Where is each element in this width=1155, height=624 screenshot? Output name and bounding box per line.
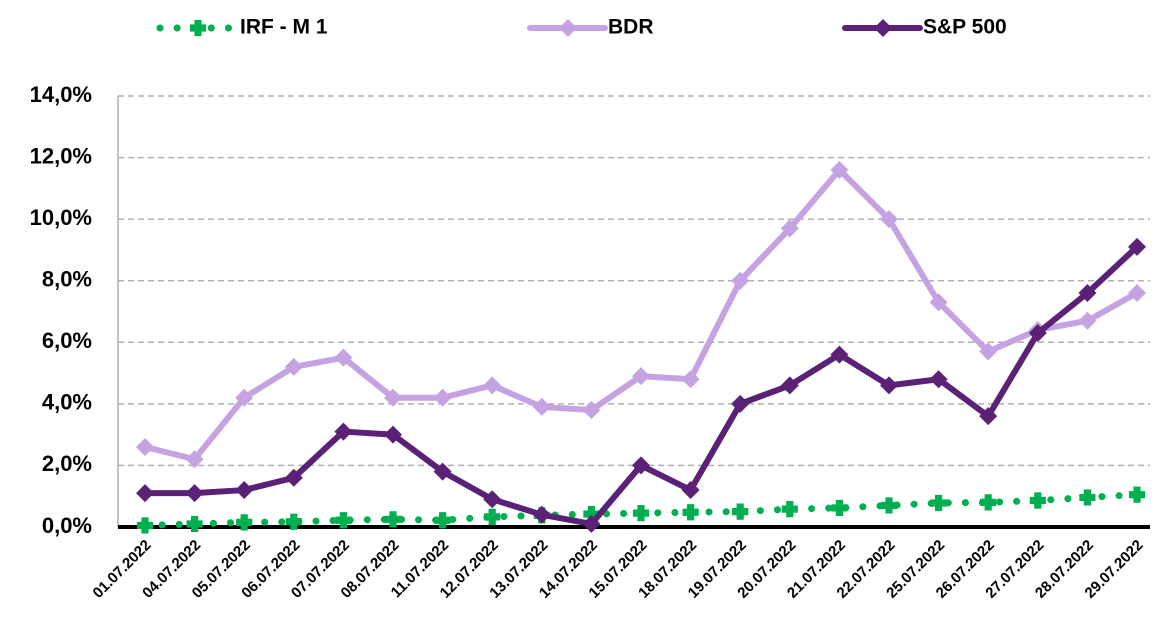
data-marker bbox=[384, 425, 402, 444]
y-tick-label: 14,0% bbox=[30, 82, 92, 107]
data-marker bbox=[1078, 311, 1097, 330]
data-marker bbox=[980, 494, 997, 511]
data-marker bbox=[830, 345, 849, 364]
data-marker bbox=[632, 456, 650, 475]
data-marker bbox=[235, 481, 254, 500]
data-marker bbox=[384, 388, 402, 407]
data-marker bbox=[880, 376, 898, 395]
data-marker bbox=[384, 511, 402, 528]
data-marker bbox=[136, 437, 154, 456]
data-marker bbox=[136, 484, 154, 503]
data-marker bbox=[532, 505, 551, 524]
data-marker bbox=[335, 512, 352, 529]
data-marker bbox=[583, 505, 600, 523]
data-marker bbox=[484, 508, 501, 525]
data-marker bbox=[731, 394, 750, 413]
data-marker bbox=[185, 484, 204, 503]
y-tick-label: 10,0% bbox=[30, 205, 92, 230]
y-tick-label: 2,0% bbox=[42, 451, 92, 476]
data-marker bbox=[1128, 284, 1146, 303]
data-marker bbox=[235, 388, 254, 407]
data-marker bbox=[532, 397, 551, 416]
data-marker bbox=[1029, 492, 1046, 509]
y-tick-label: 6,0% bbox=[42, 328, 92, 353]
data-marker bbox=[433, 462, 452, 481]
data-marker bbox=[1078, 284, 1097, 303]
data-marker bbox=[582, 514, 601, 533]
data-marker bbox=[831, 499, 848, 517]
data-marker bbox=[929, 370, 948, 389]
data-marker bbox=[1079, 489, 1096, 506]
data-marker bbox=[284, 357, 303, 376]
data-marker bbox=[334, 422, 353, 441]
data-marker bbox=[830, 160, 849, 179]
data-marker bbox=[930, 494, 947, 512]
data-marker bbox=[731, 271, 750, 290]
data-marker bbox=[632, 367, 650, 386]
data-marker bbox=[979, 342, 998, 361]
legend-marker bbox=[189, 19, 207, 37]
y-tick-label: 8,0% bbox=[42, 267, 92, 292]
data-marker bbox=[1028, 324, 1047, 343]
data-marker bbox=[186, 515, 203, 533]
data-marker bbox=[681, 370, 700, 389]
data-marker bbox=[136, 517, 154, 534]
data-marker bbox=[780, 219, 799, 238]
data-marker bbox=[334, 348, 353, 367]
data-marker bbox=[185, 450, 204, 469]
data-marker bbox=[632, 505, 650, 522]
data-marker bbox=[929, 293, 948, 312]
data-marker bbox=[781, 501, 798, 518]
legend-label: S&P 500 bbox=[923, 16, 1007, 39]
legend-marker bbox=[874, 19, 892, 37]
data-marker bbox=[682, 504, 699, 521]
data-marker bbox=[433, 388, 452, 407]
y-tick-label: 12,0% bbox=[30, 143, 92, 168]
data-marker bbox=[582, 401, 601, 420]
data-marker bbox=[483, 490, 502, 509]
legend-label: IRF - M 1 bbox=[240, 16, 328, 39]
y-tick-label: 4,0% bbox=[42, 390, 92, 415]
data-marker bbox=[1128, 237, 1146, 256]
data-marker bbox=[880, 497, 898, 514]
legend-marker bbox=[559, 19, 577, 37]
data-marker bbox=[681, 481, 700, 500]
data-marker bbox=[780, 376, 799, 395]
data-marker bbox=[732, 503, 749, 520]
legend-label: BDR bbox=[608, 16, 654, 39]
y-tick-label: 0,0% bbox=[42, 513, 92, 538]
data-marker bbox=[236, 514, 253, 531]
data-marker bbox=[979, 407, 998, 426]
data-marker bbox=[284, 468, 303, 487]
data-marker bbox=[434, 512, 451, 529]
data-marker bbox=[1128, 486, 1146, 503]
data-marker bbox=[880, 210, 898, 229]
data-marker bbox=[483, 376, 502, 395]
data-marker bbox=[285, 513, 302, 530]
